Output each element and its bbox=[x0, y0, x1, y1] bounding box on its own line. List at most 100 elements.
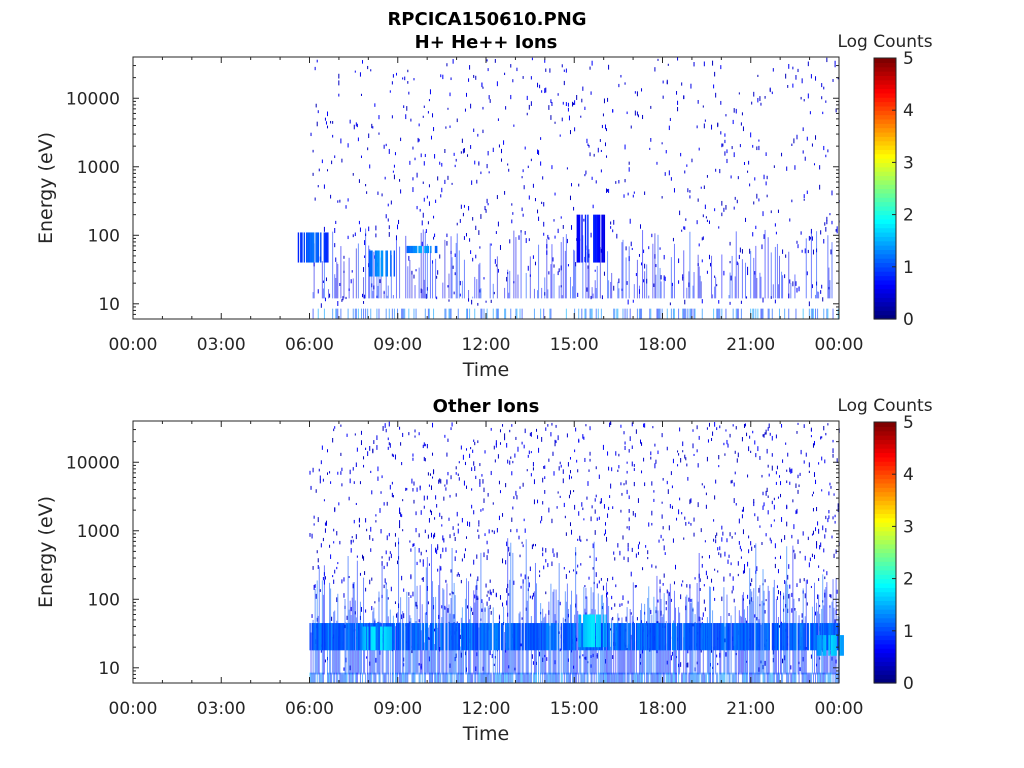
colorbar-segment bbox=[874, 561, 896, 567]
count-cell bbox=[559, 648, 561, 652]
count-cell bbox=[456, 118, 458, 123]
count-cell bbox=[403, 105, 405, 108]
count-cell bbox=[780, 481, 782, 486]
x-tick-label: 06:00 bbox=[285, 699, 334, 719]
count-cell bbox=[767, 672, 769, 683]
count-cell bbox=[550, 432, 552, 437]
count-cell bbox=[334, 243, 336, 248]
count-cell bbox=[742, 529, 744, 535]
count-cell bbox=[755, 225, 757, 230]
count-cell bbox=[628, 495, 630, 500]
band-cell bbox=[736, 623, 738, 651]
hotspot-cell bbox=[388, 626, 390, 651]
count-column bbox=[529, 256, 531, 299]
count-cell bbox=[521, 541, 523, 544]
colorbar-segment bbox=[874, 249, 896, 255]
count-cell bbox=[707, 672, 709, 683]
count-cell bbox=[716, 427, 718, 431]
count-cell bbox=[534, 197, 536, 202]
count-cell bbox=[533, 308, 535, 319]
count-cell bbox=[523, 518, 525, 522]
colorbar-segment bbox=[874, 539, 896, 545]
count-cell bbox=[836, 458, 838, 464]
count-cell bbox=[575, 427, 577, 432]
count-cell bbox=[408, 308, 410, 319]
count-cell bbox=[504, 308, 506, 319]
count-cell bbox=[667, 489, 669, 494]
count-cell bbox=[495, 443, 497, 448]
spectrogram-cells bbox=[309, 421, 844, 683]
count-cell bbox=[423, 505, 425, 509]
count-cell bbox=[785, 442, 787, 445]
band-cell bbox=[544, 623, 546, 651]
count-cell bbox=[487, 68, 489, 72]
count-cell bbox=[659, 247, 661, 250]
count-cell bbox=[578, 672, 580, 683]
count-cell bbox=[496, 672, 498, 683]
count-cell bbox=[399, 672, 401, 683]
band-cell bbox=[603, 623, 606, 651]
count-cell bbox=[735, 503, 737, 506]
count-column bbox=[318, 566, 320, 675]
count-cell bbox=[632, 299, 634, 303]
count-cell bbox=[378, 115, 380, 120]
hotspot-cell bbox=[593, 614, 596, 648]
colorbar-segment bbox=[874, 482, 896, 488]
count-column bbox=[671, 282, 673, 299]
count-cell bbox=[771, 308, 773, 319]
band-cell bbox=[513, 623, 515, 651]
count-cell bbox=[672, 672, 674, 683]
band-cell bbox=[836, 623, 838, 651]
count-cell bbox=[628, 449, 630, 453]
colorbar-tick-label: 0 bbox=[903, 310, 914, 330]
count-cell bbox=[820, 436, 822, 440]
count-cell bbox=[483, 552, 485, 558]
count-cell bbox=[543, 232, 545, 236]
count-column bbox=[428, 625, 430, 675]
count-cell bbox=[769, 432, 771, 436]
band-cell bbox=[677, 623, 679, 651]
band-cell bbox=[329, 623, 331, 651]
count-column bbox=[731, 255, 733, 299]
count-column bbox=[599, 247, 601, 299]
count-cell bbox=[312, 672, 314, 683]
count-cell bbox=[654, 67, 656, 72]
count-column bbox=[604, 629, 606, 675]
count-cell bbox=[719, 308, 721, 319]
count-cell bbox=[370, 672, 372, 683]
count-cell bbox=[471, 467, 473, 472]
count-cell bbox=[342, 672, 344, 683]
band-cell bbox=[406, 623, 408, 651]
count-cell bbox=[604, 142, 606, 147]
band-cell bbox=[438, 623, 440, 651]
count-cell bbox=[444, 484, 446, 487]
count-cell bbox=[531, 595, 533, 600]
count-cell bbox=[510, 94, 512, 100]
count-cell bbox=[312, 172, 314, 176]
count-cell bbox=[648, 246, 650, 250]
count-cell bbox=[606, 536, 608, 542]
count-cell bbox=[432, 452, 434, 456]
count-cell bbox=[795, 672, 797, 683]
count-cell bbox=[716, 284, 718, 287]
count-cell bbox=[803, 99, 805, 102]
count-cell bbox=[343, 255, 345, 259]
count-column bbox=[613, 633, 615, 675]
count-cell bbox=[337, 200, 339, 203]
count-cell bbox=[827, 149, 829, 153]
count-cell bbox=[455, 493, 457, 497]
count-cell bbox=[663, 573, 665, 578]
colorbar-segment bbox=[874, 205, 896, 211]
count-cell bbox=[328, 672, 330, 683]
band-cell bbox=[340, 623, 342, 651]
count-cell bbox=[437, 176, 439, 181]
count-cell bbox=[441, 605, 443, 609]
count-cell bbox=[688, 672, 690, 683]
count-cell bbox=[724, 139, 726, 144]
count-column bbox=[573, 249, 575, 299]
count-cell bbox=[661, 514, 663, 519]
count-column bbox=[541, 287, 543, 299]
count-cell bbox=[527, 672, 529, 683]
band-cell bbox=[553, 623, 555, 651]
count-column bbox=[575, 547, 577, 675]
